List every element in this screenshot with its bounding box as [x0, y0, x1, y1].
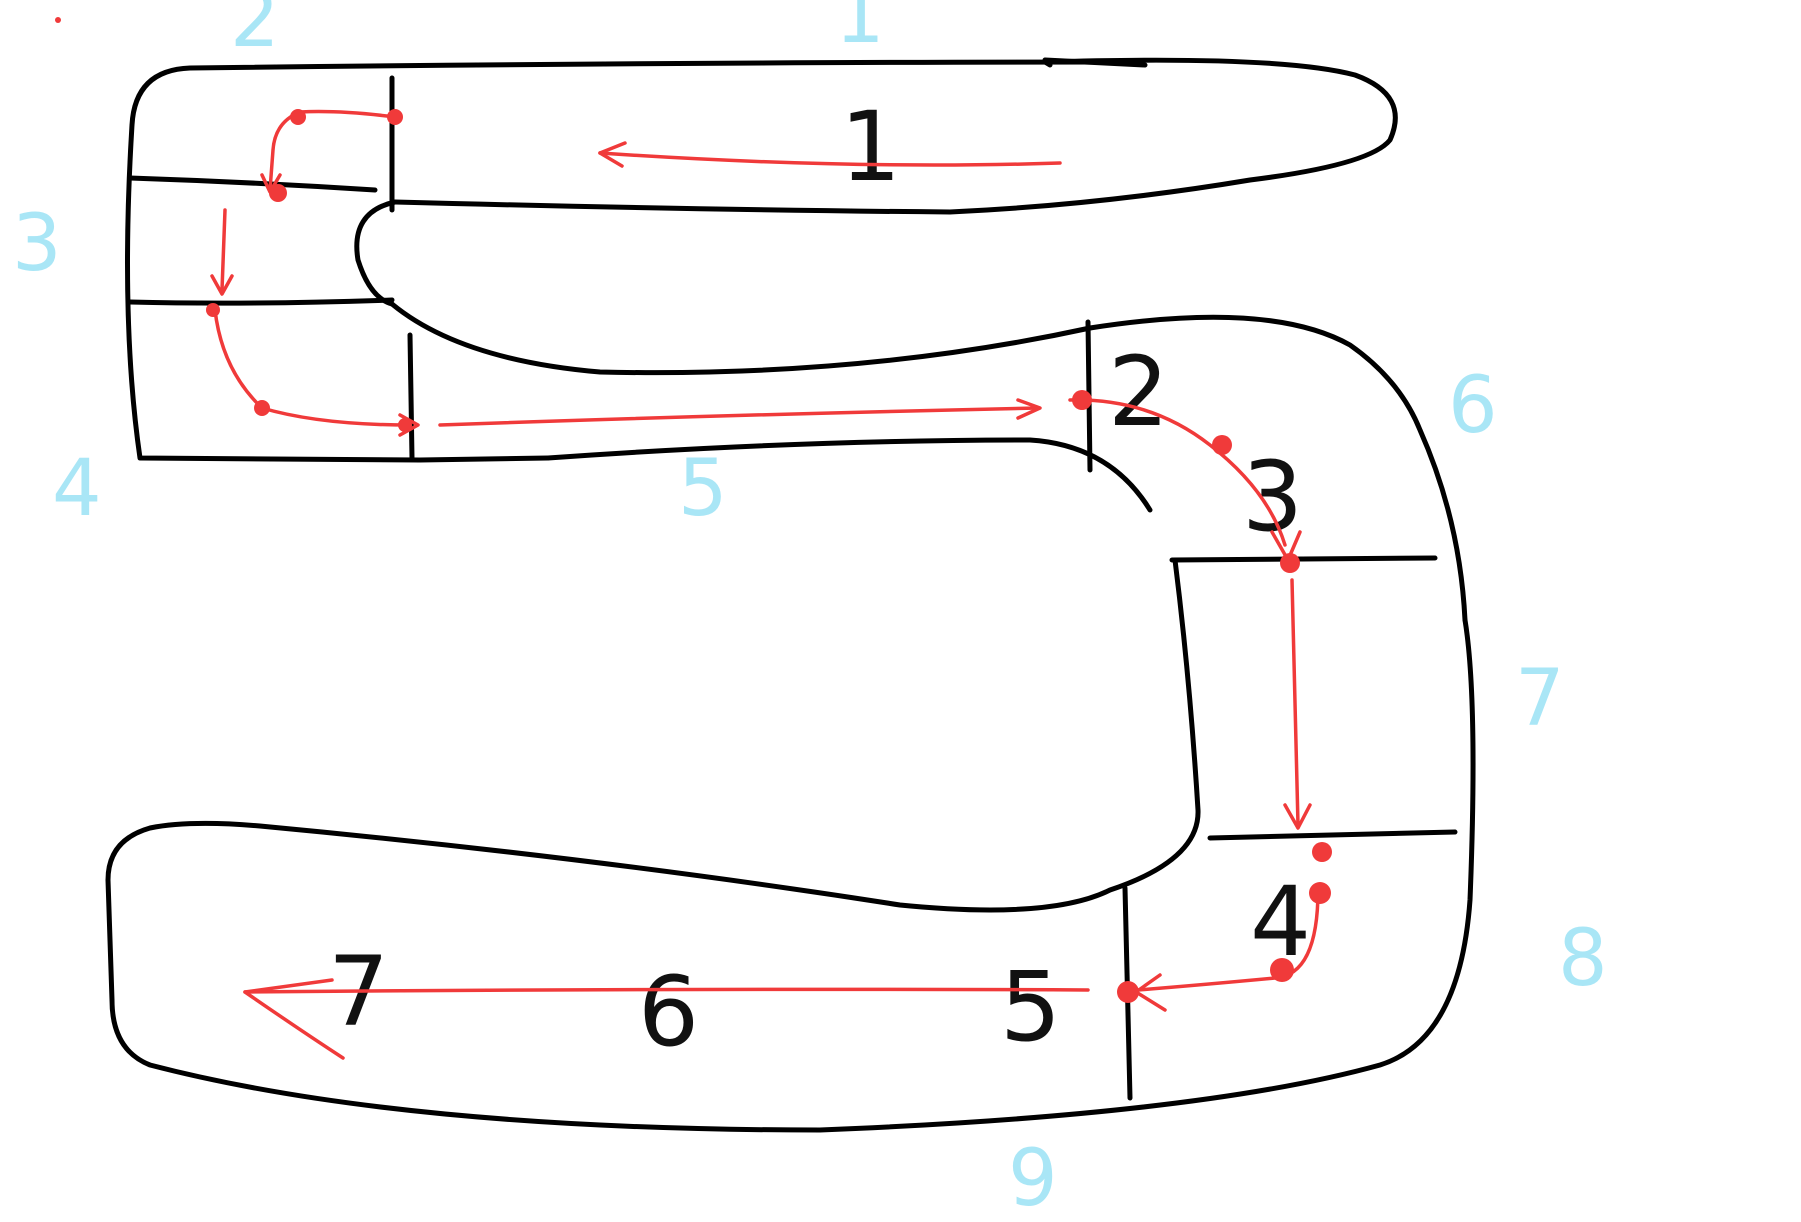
segment-label-1: 1	[840, 91, 901, 203]
route-waypoints	[206, 109, 1332, 1003]
waypoint	[1309, 882, 1331, 904]
zone-label-8: 8	[1558, 914, 1608, 1004]
waypoint	[398, 418, 412, 432]
waypoint	[1212, 435, 1232, 455]
waypoint	[1270, 958, 1294, 982]
zone-label-9: 9	[1008, 1134, 1058, 1222]
stray-dot	[55, 17, 61, 23]
segment-label-5: 5	[1000, 951, 1061, 1063]
zone-label-4: 4	[52, 444, 102, 534]
waypoint	[1280, 553, 1300, 573]
segment-label-6: 6	[638, 956, 699, 1068]
zone-label-3: 3	[12, 199, 62, 289]
waypoint	[387, 109, 403, 125]
waypoint	[269, 184, 287, 202]
zone-label-6: 6	[1448, 361, 1498, 451]
zone-label-5: 5	[678, 444, 728, 534]
waypoint	[1117, 981, 1139, 1003]
zone-label-1: 1	[835, 0, 885, 61]
waypoint	[290, 109, 306, 125]
zone-label-2: 2	[230, 0, 280, 65]
zone-number-group: 1 2 3 4 5 6 7 8 9	[12, 0, 1608, 1222]
waypoint	[1072, 390, 1092, 410]
waypoint	[1312, 842, 1332, 862]
segment-number-group: 1 2 3 4 5 6 7	[328, 91, 1311, 1068]
route-path	[210, 109, 1320, 1060]
zone-label-7: 7	[1515, 654, 1565, 744]
waypoint	[206, 303, 220, 317]
waypoint	[254, 400, 270, 416]
segment-label-2: 2	[1108, 336, 1169, 448]
